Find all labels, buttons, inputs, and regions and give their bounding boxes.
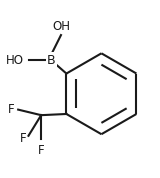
Text: F: F (38, 144, 44, 157)
Text: HO: HO (6, 54, 24, 67)
Text: F: F (8, 103, 15, 116)
Text: OH: OH (52, 20, 70, 33)
Text: F: F (20, 132, 27, 145)
Text: B: B (47, 54, 56, 67)
